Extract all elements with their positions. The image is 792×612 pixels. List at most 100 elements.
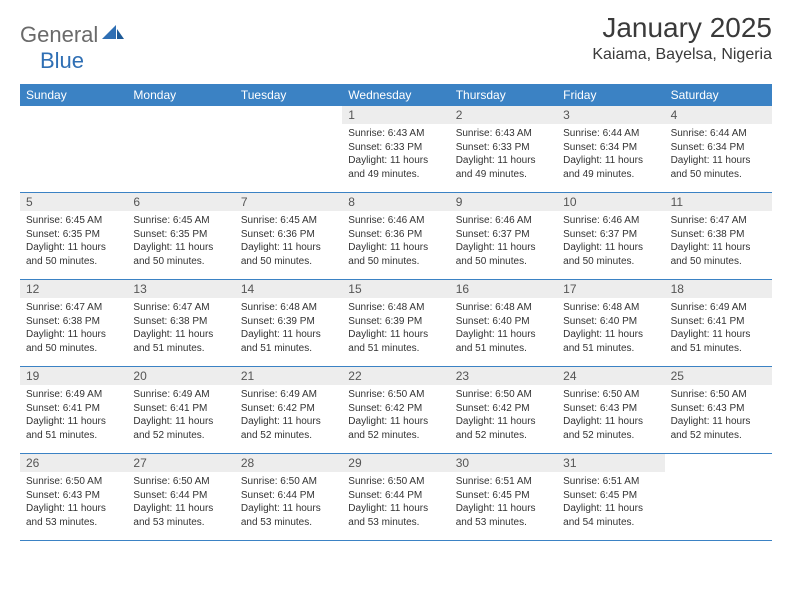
day-details: Sunrise: 6:50 AMSunset: 6:42 PMDaylight:… — [342, 385, 449, 446]
day-number: 19 — [20, 367, 127, 385]
day-cell: 26Sunrise: 6:50 AMSunset: 6:43 PMDayligh… — [20, 454, 127, 540]
day-cell: 17Sunrise: 6:48 AMSunset: 6:40 PMDayligh… — [557, 280, 664, 366]
day-details: Sunrise: 6:44 AMSunset: 6:34 PMDaylight:… — [557, 124, 664, 185]
day-details: Sunrise: 6:49 AMSunset: 6:41 PMDaylight:… — [20, 385, 127, 446]
day-number: 1 — [342, 106, 449, 124]
day-cell: 21Sunrise: 6:49 AMSunset: 6:42 PMDayligh… — [235, 367, 342, 453]
day-cell: 16Sunrise: 6:48 AMSunset: 6:40 PMDayligh… — [450, 280, 557, 366]
day-number: 28 — [235, 454, 342, 472]
day-cell: 1Sunrise: 6:43 AMSunset: 6:33 PMDaylight… — [342, 106, 449, 192]
day-number — [665, 454, 772, 472]
week-row: 1Sunrise: 6:43 AMSunset: 6:33 PMDaylight… — [20, 106, 772, 193]
day-number: 6 — [127, 193, 234, 211]
day-cell: 24Sunrise: 6:50 AMSunset: 6:43 PMDayligh… — [557, 367, 664, 453]
day-number: 10 — [557, 193, 664, 211]
day-number: 3 — [557, 106, 664, 124]
day-details: Sunrise: 6:50 AMSunset: 6:42 PMDaylight:… — [450, 385, 557, 446]
day-cell: 9Sunrise: 6:46 AMSunset: 6:37 PMDaylight… — [450, 193, 557, 279]
day-number: 26 — [20, 454, 127, 472]
calendar: SundayMondayTuesdayWednesdayThursdayFrid… — [20, 84, 772, 541]
day-cell: 5Sunrise: 6:45 AMSunset: 6:35 PMDaylight… — [20, 193, 127, 279]
day-cell: 11Sunrise: 6:47 AMSunset: 6:38 PMDayligh… — [665, 193, 772, 279]
day-cell: 30Sunrise: 6:51 AMSunset: 6:45 PMDayligh… — [450, 454, 557, 540]
day-cell: 6Sunrise: 6:45 AMSunset: 6:35 PMDaylight… — [127, 193, 234, 279]
day-number: 9 — [450, 193, 557, 211]
day-number: 21 — [235, 367, 342, 385]
day-details: Sunrise: 6:43 AMSunset: 6:33 PMDaylight:… — [450, 124, 557, 185]
day-number: 13 — [127, 280, 234, 298]
day-details: Sunrise: 6:49 AMSunset: 6:41 PMDaylight:… — [665, 298, 772, 359]
day-details: Sunrise: 6:50 AMSunset: 6:44 PMDaylight:… — [342, 472, 449, 533]
day-cell — [235, 106, 342, 192]
week-row: 5Sunrise: 6:45 AMSunset: 6:35 PMDaylight… — [20, 193, 772, 280]
logo: General — [20, 12, 126, 48]
day-details: Sunrise: 6:47 AMSunset: 6:38 PMDaylight:… — [665, 211, 772, 272]
day-cell — [20, 106, 127, 192]
day-cell: 12Sunrise: 6:47 AMSunset: 6:38 PMDayligh… — [20, 280, 127, 366]
day-number: 5 — [20, 193, 127, 211]
day-details: Sunrise: 6:48 AMSunset: 6:40 PMDaylight:… — [557, 298, 664, 359]
day-cell: 18Sunrise: 6:49 AMSunset: 6:41 PMDayligh… — [665, 280, 772, 366]
day-details: Sunrise: 6:48 AMSunset: 6:40 PMDaylight:… — [450, 298, 557, 359]
day-cell: 3Sunrise: 6:44 AMSunset: 6:34 PMDaylight… — [557, 106, 664, 192]
day-number: 8 — [342, 193, 449, 211]
day-details: Sunrise: 6:50 AMSunset: 6:43 PMDaylight:… — [665, 385, 772, 446]
day-cell: 28Sunrise: 6:50 AMSunset: 6:44 PMDayligh… — [235, 454, 342, 540]
day-details: Sunrise: 6:46 AMSunset: 6:36 PMDaylight:… — [342, 211, 449, 272]
day-cell: 23Sunrise: 6:50 AMSunset: 6:42 PMDayligh… — [450, 367, 557, 453]
day-number: 15 — [342, 280, 449, 298]
day-details: Sunrise: 6:50 AMSunset: 6:44 PMDaylight:… — [235, 472, 342, 533]
day-details: Sunrise: 6:49 AMSunset: 6:42 PMDaylight:… — [235, 385, 342, 446]
day-number: 29 — [342, 454, 449, 472]
day-details: Sunrise: 6:48 AMSunset: 6:39 PMDaylight:… — [342, 298, 449, 359]
day-cell: 22Sunrise: 6:50 AMSunset: 6:42 PMDayligh… — [342, 367, 449, 453]
day-number: 25 — [665, 367, 772, 385]
day-number: 20 — [127, 367, 234, 385]
title-block: January 2025 Kaiama, Bayelsa, Nigeria — [592, 12, 772, 64]
day-cell: 2Sunrise: 6:43 AMSunset: 6:33 PMDaylight… — [450, 106, 557, 192]
day-details: Sunrise: 6:51 AMSunset: 6:45 PMDaylight:… — [450, 472, 557, 533]
weekday-saturday: Saturday — [665, 84, 772, 106]
day-details: Sunrise: 6:50 AMSunset: 6:44 PMDaylight:… — [127, 472, 234, 533]
day-details: Sunrise: 6:44 AMSunset: 6:34 PMDaylight:… — [665, 124, 772, 185]
day-details: Sunrise: 6:46 AMSunset: 6:37 PMDaylight:… — [557, 211, 664, 272]
logo-text-general: General — [20, 22, 98, 48]
day-cell: 20Sunrise: 6:49 AMSunset: 6:41 PMDayligh… — [127, 367, 234, 453]
day-details: Sunrise: 6:51 AMSunset: 6:45 PMDaylight:… — [557, 472, 664, 533]
week-row: 12Sunrise: 6:47 AMSunset: 6:38 PMDayligh… — [20, 280, 772, 367]
day-details: Sunrise: 6:48 AMSunset: 6:39 PMDaylight:… — [235, 298, 342, 359]
day-details: Sunrise: 6:43 AMSunset: 6:33 PMDaylight:… — [342, 124, 449, 185]
logo-text-blue: Blue — [40, 48, 84, 74]
location: Kaiama, Bayelsa, Nigeria — [592, 46, 772, 64]
day-details: Sunrise: 6:45 AMSunset: 6:35 PMDaylight:… — [127, 211, 234, 272]
day-cell: 15Sunrise: 6:48 AMSunset: 6:39 PMDayligh… — [342, 280, 449, 366]
day-number: 23 — [450, 367, 557, 385]
day-cell: 4Sunrise: 6:44 AMSunset: 6:34 PMDaylight… — [665, 106, 772, 192]
day-number: 27 — [127, 454, 234, 472]
weekday-wednesday: Wednesday — [342, 84, 449, 106]
day-number — [127, 106, 234, 124]
day-number: 31 — [557, 454, 664, 472]
day-cell: 7Sunrise: 6:45 AMSunset: 6:36 PMDaylight… — [235, 193, 342, 279]
day-details: Sunrise: 6:46 AMSunset: 6:37 PMDaylight:… — [450, 211, 557, 272]
day-cell: 14Sunrise: 6:48 AMSunset: 6:39 PMDayligh… — [235, 280, 342, 366]
day-cell: 8Sunrise: 6:46 AMSunset: 6:36 PMDaylight… — [342, 193, 449, 279]
day-cell: 31Sunrise: 6:51 AMSunset: 6:45 PMDayligh… — [557, 454, 664, 540]
day-cell: 10Sunrise: 6:46 AMSunset: 6:37 PMDayligh… — [557, 193, 664, 279]
day-cell: 13Sunrise: 6:47 AMSunset: 6:38 PMDayligh… — [127, 280, 234, 366]
day-cell: 29Sunrise: 6:50 AMSunset: 6:44 PMDayligh… — [342, 454, 449, 540]
day-details: Sunrise: 6:45 AMSunset: 6:35 PMDaylight:… — [20, 211, 127, 272]
week-row: 19Sunrise: 6:49 AMSunset: 6:41 PMDayligh… — [20, 367, 772, 454]
weekday-row: SundayMondayTuesdayWednesdayThursdayFrid… — [20, 84, 772, 106]
day-cell — [127, 106, 234, 192]
day-details: Sunrise: 6:47 AMSunset: 6:38 PMDaylight:… — [127, 298, 234, 359]
day-cell: 27Sunrise: 6:50 AMSunset: 6:44 PMDayligh… — [127, 454, 234, 540]
day-number: 16 — [450, 280, 557, 298]
day-cell: 25Sunrise: 6:50 AMSunset: 6:43 PMDayligh… — [665, 367, 772, 453]
day-number: 4 — [665, 106, 772, 124]
month-title: January 2025 — [592, 12, 772, 44]
day-number: 11 — [665, 193, 772, 211]
day-number: 17 — [557, 280, 664, 298]
weekday-tuesday: Tuesday — [235, 84, 342, 106]
day-number: 24 — [557, 367, 664, 385]
